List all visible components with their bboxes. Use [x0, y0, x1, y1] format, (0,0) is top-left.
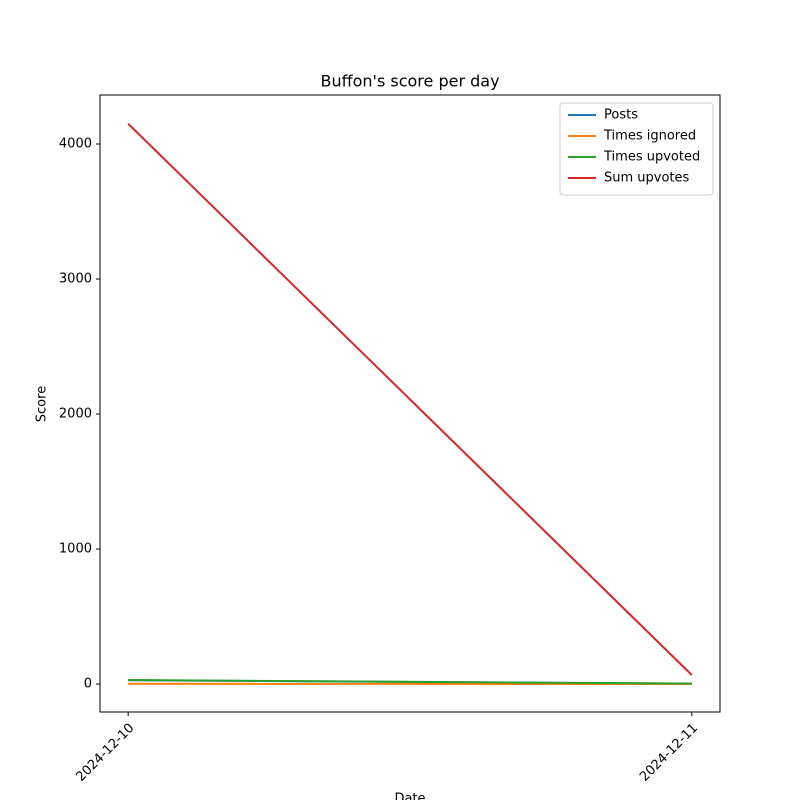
legend-label: Posts — [604, 108, 638, 123]
legend-label: Times upvoted — [603, 150, 700, 165]
chart-title: Buffon's score per day — [320, 72, 499, 91]
y-tick-label: 2000 — [59, 407, 92, 422]
x-axis-label: Date — [394, 792, 425, 800]
plot-frame — [99, 94, 721, 713]
line — [128, 679, 692, 685]
legend-box — [559, 102, 714, 196]
y-tick-label: 4000 — [59, 137, 92, 152]
legend-label: Sum upvotes — [604, 171, 690, 186]
y-axis-label: Score — [35, 386, 50, 422]
y-tick-label: 1000 — [59, 542, 92, 557]
line — [127, 123, 693, 676]
y-tick-label: 3000 — [59, 272, 92, 287]
legend-label: Times ignored — [603, 129, 696, 144]
y-tick-label: 0 — [84, 677, 92, 692]
